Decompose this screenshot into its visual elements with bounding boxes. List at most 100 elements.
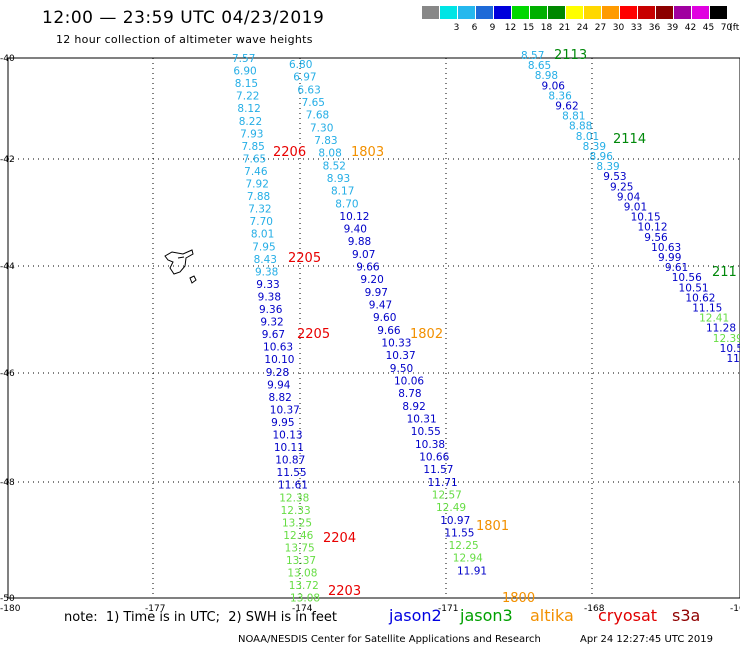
legend-label: 27 <box>594 23 607 33</box>
swh-value: 12.57 <box>432 489 462 501</box>
swh-value: 10.15 <box>631 212 661 224</box>
legend-swatch <box>710 6 727 19</box>
lon-label: -16 <box>730 604 740 614</box>
swh-value: 11.28 <box>706 323 736 335</box>
swh-value: 8.92 <box>402 401 425 413</box>
swh-value: 12.41 <box>699 313 729 325</box>
swh-value: 10.56 <box>672 272 702 284</box>
swh-value: 9.60 <box>373 312 396 324</box>
swh-value: 7.46 <box>244 166 268 178</box>
legend-swatch <box>620 6 637 19</box>
swh-value: 8.88 <box>569 121 592 133</box>
swh-value: 9.07 <box>352 249 375 261</box>
swh-value: 12.33 <box>281 505 311 517</box>
swh-value: 11.57 <box>423 464 453 476</box>
legend-label: 30 <box>612 23 625 33</box>
legend-swatch <box>602 6 619 19</box>
swh-value: 11.71 <box>428 477 458 489</box>
legend-label: 6 <box>471 23 478 33</box>
axis-labels: -40 -42 -44 -46 -48 -50-180 -177 -174 -171 -168 -1… <box>0 54 740 614</box>
swh-value: 11.91 <box>457 565 487 577</box>
lat-label: -48 <box>0 478 15 488</box>
swh-value: 8.93 <box>327 173 350 185</box>
pass-time-label: 1802 <box>410 327 443 342</box>
swh-value: 11.55 <box>277 467 307 479</box>
swh-value: 8.22 <box>239 116 262 128</box>
swh-value: 10.55 <box>411 426 441 438</box>
swh-value: 12.46 <box>283 530 313 542</box>
swh-value: 8.12 <box>237 103 260 115</box>
swh-value: 9.38 <box>258 291 281 303</box>
swh-value: 10.62 <box>685 292 715 304</box>
swh-value: 7.95 <box>252 241 275 253</box>
altimeter-tracks: 7.576.908.157.228.128.227.937.857.657.46… <box>232 50 740 605</box>
swh-value: 9.50 <box>390 363 413 375</box>
legend-label: 18 <box>540 23 553 33</box>
swh-value: 10.12 <box>339 211 369 223</box>
satellite-jason2: jason2 <box>389 606 442 625</box>
legend-swatch <box>584 6 601 19</box>
swh-value: 8.82 <box>268 392 291 404</box>
swh-value: 7.70 <box>250 216 273 228</box>
swh-value: 10.13 <box>273 430 303 442</box>
swh-value: 9.38 <box>255 266 278 278</box>
legend-label: 39 <box>666 23 679 33</box>
legend-swatch <box>566 6 583 19</box>
swh-value: 10.66 <box>419 451 449 463</box>
swh-value: 10.11 <box>274 442 304 454</box>
swh-value: 9.28 <box>266 367 289 379</box>
swh-value: 12.39 <box>713 333 740 345</box>
legend-swatch <box>422 6 439 19</box>
pass-time-label: 1801 <box>476 519 509 534</box>
satellite-jason3: jason3 <box>460 606 513 625</box>
swh-value: 8.39 <box>583 141 606 153</box>
swh-value: 9.01 <box>624 202 647 214</box>
lat-label: -44 <box>0 262 15 272</box>
swh-value: 8.78 <box>398 388 421 400</box>
swh-value: 9.25 <box>610 181 633 193</box>
pass-time-label: 2114 <box>613 132 646 147</box>
swh-value: 10.06 <box>394 376 424 388</box>
swh-value: 9.94 <box>267 379 291 391</box>
pass-time-label: 2204 <box>323 531 356 546</box>
pass-time-label: 1803 <box>351 145 384 160</box>
swh-value: 11 <box>727 353 740 365</box>
swh-value: 9.20 <box>360 274 383 286</box>
legend-label: 70 <box>720 23 733 33</box>
swh-value: 7.88 <box>247 191 270 203</box>
map-frame <box>7 57 740 599</box>
satellite-altika: altika <box>530 606 574 625</box>
legend-label: 21 <box>558 23 571 33</box>
swh-value: 8.96 <box>590 151 614 163</box>
swh-value: 8.98 <box>535 70 558 82</box>
swh-value: 8.01 <box>251 229 274 241</box>
swh-value: 12.38 <box>279 492 309 504</box>
legend-label: 9 <box>489 23 496 33</box>
swh-value: 11.55 <box>444 527 474 539</box>
swh-value: 10.38 <box>415 439 445 451</box>
swh-value: 6.97 <box>293 72 316 84</box>
legend-label: 42 <box>684 23 697 33</box>
swh-value: 13.08 <box>290 593 320 605</box>
swh-value: 10.37 <box>386 350 416 362</box>
lat-label: -50 <box>0 594 15 604</box>
swh-value: 7.30 <box>310 122 333 134</box>
swh-value: 9.97 <box>365 287 388 299</box>
swh-value: 9.66 <box>356 262 380 274</box>
swh-value: 11.15 <box>692 303 722 315</box>
swh-value: 9.06 <box>542 80 566 92</box>
swh-value: 7.92 <box>246 179 269 191</box>
note-text: note: 1) Time is in UTC; 2) SWH is in fe… <box>64 610 337 625</box>
swh-value: 9.61 <box>665 262 688 274</box>
swh-value: 9.33 <box>256 279 279 291</box>
swh-value: 9.56 <box>644 232 668 244</box>
swh-value: 9.88 <box>348 236 371 248</box>
swh-value: 6.63 <box>297 84 320 96</box>
swh-value: 7.83 <box>314 135 337 147</box>
legend-swatch <box>674 6 691 19</box>
swh-value: 13.25 <box>282 517 312 529</box>
legend-swatch <box>692 6 709 19</box>
lon-label: -168 <box>584 604 605 614</box>
swh-value: 11.61 <box>278 480 308 492</box>
